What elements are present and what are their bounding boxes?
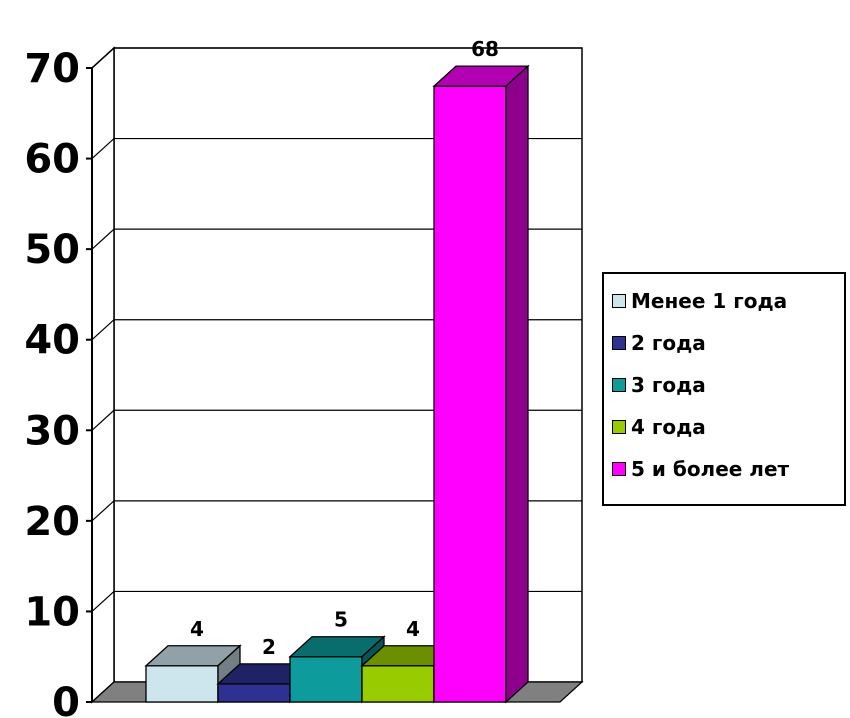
value-axis — [86, 67, 93, 703]
bar-side-5 — [505, 64, 529, 704]
y-tick-label-50: 50 — [24, 227, 80, 273]
data-label-2: 2 — [262, 635, 276, 659]
bar-front-1 — [145, 665, 219, 703]
y-tick-label-0: 0 — [52, 680, 80, 718]
legend-item-4: 4 года — [612, 406, 844, 448]
data-label-5: 68 — [471, 37, 499, 61]
bar-5 — [432, 64, 530, 704]
bar-front-2 — [217, 683, 291, 703]
y-tick-label-70: 70 — [24, 46, 80, 92]
y-tick-label-40: 40 — [24, 318, 80, 364]
gridline-40 — [91, 319, 582, 341]
legend-label-1: Менее 1 года — [631, 289, 788, 313]
data-label-1: 4 — [190, 617, 204, 641]
legend-label-2: 2 года — [631, 331, 706, 355]
y-tick-label-60: 60 — [24, 137, 80, 183]
gridline-30 — [91, 409, 582, 431]
gridline-60 — [91, 137, 582, 160]
bars — [144, 64, 530, 704]
legend-swatch-3 — [612, 378, 626, 392]
legend-item-5: 5 и более лет — [612, 448, 844, 490]
legend-swatch-4 — [612, 420, 626, 434]
y-tick-label-30: 30 — [24, 408, 80, 454]
gridline-10 — [91, 590, 582, 612]
legend: Менее 1 года 2 года 3 года 4 года 5 и бо… — [602, 272, 846, 506]
legend-item-3: 3 года — [612, 364, 844, 406]
gridline-20 — [91, 500, 582, 522]
legend-swatch-1 — [612, 294, 626, 308]
data-labels: 4 2 5 4 68 — [190, 37, 499, 659]
data-label-4: 4 — [406, 617, 420, 641]
y-tick-label-20: 20 — [24, 499, 80, 545]
side-wall — [91, 46, 115, 704]
y-tick-labels: 0 10 20 30 40 50 60 70 — [24, 46, 80, 718]
legend-item-1: Менее 1 года — [612, 280, 844, 322]
data-label-3: 5 — [334, 608, 348, 632]
legend-label-4: 4 года — [631, 415, 706, 439]
legend-label-3: 3 года — [631, 373, 706, 397]
bar-front-5 — [433, 85, 507, 703]
legend-swatch-2 — [612, 336, 626, 350]
gridline-50 — [91, 228, 582, 250]
legend-label-5: 5 и более лет — [631, 457, 790, 481]
bar-front-3 — [289, 656, 363, 703]
legend-swatch-5 — [612, 462, 626, 476]
gridlines — [91, 47, 582, 612]
bar-front-4 — [361, 665, 435, 703]
legend-item-2: 2 года — [612, 322, 844, 364]
gridline-70 — [91, 47, 582, 69]
y-tick-label-10: 10 — [24, 589, 80, 635]
